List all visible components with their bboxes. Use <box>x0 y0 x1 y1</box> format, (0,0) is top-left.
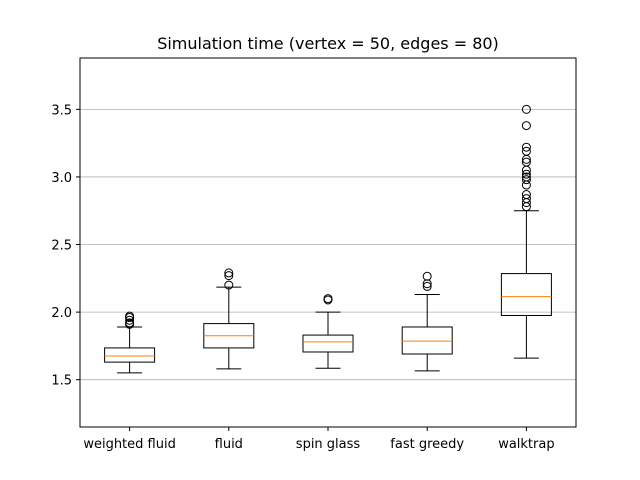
outlier-point <box>125 311 135 321</box>
outlier-point <box>125 318 135 328</box>
x-axis: weighted fluid fluid spin glass fast greedy… <box>83 427 555 452</box>
outlier-point <box>521 142 531 152</box>
outlier-point <box>422 271 432 281</box>
y-axis: 1.5 2.0 2.5 3.0 3.5 <box>51 103 80 389</box>
outlier-point <box>521 121 531 131</box>
iqr-box <box>401 326 453 355</box>
outlier-point <box>521 146 531 156</box>
x-tick-label: spin glass <box>296 437 361 452</box>
x-tick-label: walktrap <box>498 437 554 452</box>
y-tick-label: 3.0 <box>51 171 72 186</box>
y-tick-label: 3.5 <box>51 103 72 118</box>
iqr-box <box>500 273 552 316</box>
boxes-layer <box>104 104 552 374</box>
x-tick-label: fluid <box>215 437 243 452</box>
outlier-point <box>422 279 432 289</box>
y-tick-label: 2.5 <box>51 239 72 254</box>
chart-title: Simulation time (vertex = 50, edges = 80… <box>157 34 499 53</box>
x-tick-label: weighted fluid <box>83 437 176 452</box>
outlier-point <box>521 175 531 185</box>
outlier-point <box>521 157 531 167</box>
iqr-box <box>104 347 156 363</box>
box-fast-greedy <box>401 271 453 372</box>
outlier-point <box>422 281 432 291</box>
outlier-point <box>521 172 531 182</box>
outlier-point <box>521 194 531 204</box>
box-fluid <box>203 268 255 370</box>
outlier-point <box>521 190 531 200</box>
grid-lines <box>80 108 576 381</box>
outlier-point <box>125 315 135 325</box>
outlier-point <box>224 271 234 281</box>
outlier-point <box>521 104 531 114</box>
x-tick-label: fast greedy <box>390 437 464 452</box>
box-spin-glass <box>302 294 354 369</box>
iqr-box <box>302 334 354 353</box>
plot-frame <box>79 57 577 428</box>
outlier-point <box>224 280 234 290</box>
box-weighted-fluid <box>104 311 156 374</box>
y-tick-label: 2.0 <box>51 306 72 321</box>
outlier-point <box>323 294 333 304</box>
y-tick-label: 1.5 <box>51 374 72 389</box>
box-walktrap <box>500 104 552 359</box>
outlier-point <box>521 169 531 179</box>
outlier-point <box>224 268 234 278</box>
